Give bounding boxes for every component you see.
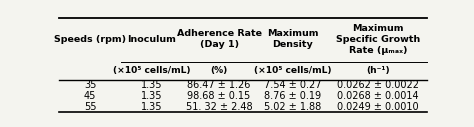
Text: (×10⁵ cells/mL): (×10⁵ cells/mL) (113, 66, 191, 75)
Text: 45: 45 (84, 91, 96, 101)
Text: 5.02 ± 1.88: 5.02 ± 1.88 (264, 102, 321, 112)
Text: 8.76 ± 0.19: 8.76 ± 0.19 (264, 91, 321, 101)
Text: 0.0262 ± 0.0022: 0.0262 ± 0.0022 (337, 80, 419, 90)
Text: 0.0268 ± 0.0014: 0.0268 ± 0.0014 (337, 91, 419, 101)
Text: 98.68 ± 0.15: 98.68 ± 0.15 (188, 91, 251, 101)
Text: 55: 55 (84, 102, 96, 112)
Text: 51. 32 ± 2.48: 51. 32 ± 2.48 (186, 102, 253, 112)
Text: Inoculum: Inoculum (127, 35, 176, 44)
Text: 1.35: 1.35 (141, 91, 162, 101)
Text: Adherence Rate
(Day 1): Adherence Rate (Day 1) (177, 29, 262, 49)
Text: 86.47 ± 1.26: 86.47 ± 1.26 (187, 80, 251, 90)
Text: Speeds (rpm): Speeds (rpm) (54, 35, 126, 44)
Text: 35: 35 (84, 80, 96, 90)
Text: 7.54 ± 0.27: 7.54 ± 0.27 (264, 80, 321, 90)
Text: 0.0249 ± 0.0010: 0.0249 ± 0.0010 (337, 102, 419, 112)
Text: (%): (%) (210, 66, 228, 75)
Text: 1.35: 1.35 (141, 102, 162, 112)
Text: (×10⁵ cells/mL): (×10⁵ cells/mL) (254, 66, 331, 75)
Text: (h⁻¹): (h⁻¹) (366, 66, 390, 75)
Text: Maximum
Density: Maximum Density (267, 29, 319, 49)
Text: 1.35: 1.35 (141, 80, 162, 90)
Text: Maximum
Specific Growth
Rate (μₘₐₓ): Maximum Specific Growth Rate (μₘₐₓ) (336, 24, 420, 55)
